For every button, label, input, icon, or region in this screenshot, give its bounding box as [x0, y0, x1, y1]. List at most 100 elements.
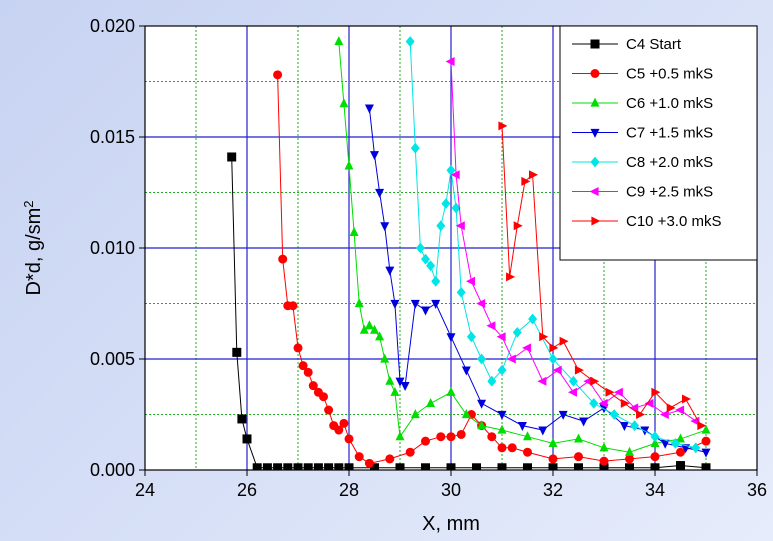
- data-point: [441, 198, 451, 209]
- data-point: [498, 121, 508, 131]
- data-point: [625, 446, 634, 456]
- data-point: [528, 313, 538, 325]
- data-point: [620, 398, 630, 408]
- data-point: [659, 410, 669, 419]
- data-point: [497, 410, 507, 420]
- data-point: [701, 463, 711, 470]
- data-point: [548, 353, 558, 365]
- legend-label: C10 +3.0 mkS: [626, 213, 721, 230]
- data-point: [410, 299, 420, 309]
- data-point: [523, 431, 532, 441]
- data-point: [675, 405, 685, 415]
- data-point: [400, 382, 410, 392]
- data-point: [405, 447, 415, 457]
- data-point: [319, 392, 328, 402]
- legend-item: C9 +2.5 mkS: [572, 184, 713, 201]
- data-point: [477, 420, 487, 430]
- legend-label: C9 +2.5 mkS: [626, 184, 713, 201]
- data-point: [599, 456, 609, 466]
- data-point: [625, 454, 634, 464]
- y-axis-title-main: D*d, g/sm: [23, 208, 45, 296]
- data-point: [568, 375, 578, 387]
- data-point: [548, 454, 558, 464]
- data-point: [589, 398, 599, 409]
- data-point: [507, 443, 517, 453]
- data-point: [288, 301, 298, 311]
- legend-item: C8 +2.0 mkS: [572, 154, 713, 171]
- data-point: [278, 254, 288, 264]
- data-point: [455, 221, 465, 231]
- data-point: [590, 39, 600, 49]
- data-point: [496, 332, 506, 342]
- data-point: [670, 437, 680, 449]
- series-line: [231, 156, 707, 469]
- data-point: [359, 324, 369, 334]
- series-2: [273, 70, 711, 468]
- series-1: [227, 152, 711, 470]
- data-point: [283, 463, 293, 470]
- data-point: [552, 365, 562, 375]
- data-point: [421, 463, 430, 470]
- data-point: [385, 454, 395, 464]
- data-point: [436, 220, 446, 232]
- data-point: [364, 458, 374, 468]
- data-point: [461, 409, 471, 419]
- data-point: [354, 298, 364, 308]
- y-tick-label: 0.020: [90, 16, 135, 36]
- data-point: [456, 429, 466, 439]
- data-point: [273, 70, 283, 80]
- data-point: [590, 97, 600, 107]
- data-point: [539, 332, 549, 342]
- legend-label: C4 Start: [626, 36, 682, 53]
- legend: C4 Start C5 +0.5 mkS C6 +1.0 mkS C7 +1.5 mk…: [559, 25, 758, 261]
- series-layer: [227, 36, 711, 470]
- x-tick-label: 26: [237, 480, 257, 500]
- data-point: [650, 431, 660, 443]
- data-point: [613, 387, 623, 397]
- legend-label: C8 +2.0 mkS: [626, 154, 713, 171]
- data-point: [609, 409, 619, 420]
- data-point: [497, 364, 507, 376]
- data-point: [273, 463, 283, 470]
- data-point: [395, 431, 405, 441]
- data-point: [445, 57, 455, 67]
- data-point: [487, 432, 497, 442]
- data-point: [579, 417, 589, 427]
- data-point: [390, 386, 400, 396]
- data-point: [375, 188, 385, 198]
- data-point: [537, 376, 547, 386]
- legend-item: C6 +1.0 mkS: [572, 95, 713, 112]
- data-point: [262, 463, 272, 470]
- data-point: [472, 463, 481, 470]
- data-point: [324, 463, 334, 470]
- data-point: [293, 463, 303, 470]
- data-point: [334, 36, 344, 46]
- data-point: [293, 343, 303, 353]
- series-7: [498, 121, 707, 431]
- legend-item: C10 +3.0 mkS: [572, 213, 721, 230]
- data-point: [344, 463, 354, 470]
- data-point: [650, 437, 660, 447]
- data-point: [497, 424, 507, 434]
- data-point: [701, 424, 711, 434]
- data-point: [431, 299, 441, 309]
- data-point: [506, 272, 516, 282]
- data-point: [385, 266, 395, 276]
- data-point: [227, 152, 237, 162]
- data-point: [651, 387, 661, 397]
- data-point: [476, 299, 486, 308]
- data-point: [522, 343, 532, 353]
- data-point: [574, 463, 583, 470]
- data-point: [590, 376, 600, 386]
- data-point: [421, 436, 430, 446]
- data-point: [364, 320, 374, 330]
- x-tick-label: 32: [543, 480, 563, 500]
- data-point: [405, 36, 415, 47]
- y-tick-label: 0.005: [90, 349, 135, 369]
- data-point: [313, 463, 323, 470]
- data-point: [548, 463, 558, 470]
- data-point: [450, 170, 460, 180]
- data-point: [370, 324, 379, 334]
- data-point: [559, 336, 569, 346]
